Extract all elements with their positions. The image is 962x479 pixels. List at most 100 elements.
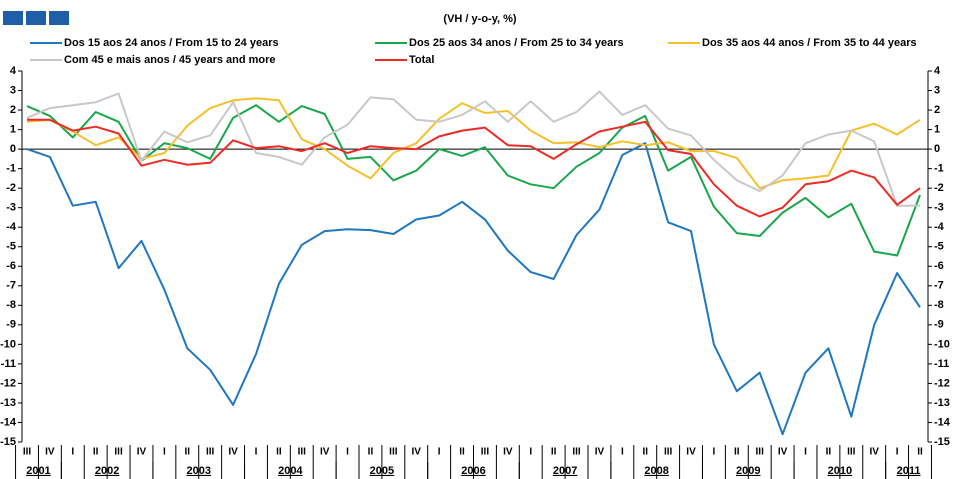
x-tick-label: I bbox=[529, 447, 532, 458]
legend-label: Total bbox=[409, 54, 434, 66]
y-tick-label: -4 bbox=[6, 221, 17, 233]
y-tick-label: -2 bbox=[6, 182, 16, 194]
y-tick-label: -11 bbox=[1, 358, 16, 370]
y-tick-label: -15 bbox=[0, 436, 16, 448]
y2-tick-label: -11 bbox=[934, 358, 949, 370]
y2-tick-label: -2 bbox=[934, 182, 944, 194]
year-label: 2009 bbox=[736, 465, 760, 477]
y-tick-label: -9 bbox=[6, 319, 16, 331]
x-tick-label: III bbox=[23, 447, 32, 458]
y2-tick-label: -7 bbox=[934, 280, 944, 292]
year-label: 2011 bbox=[897, 465, 921, 477]
x-tick-label: IV bbox=[869, 447, 879, 458]
x-tick-label: II bbox=[642, 447, 648, 458]
y-tick-label: 0 bbox=[10, 143, 16, 155]
x-tick-label: III bbox=[572, 447, 581, 458]
y-tick-label: -14 bbox=[0, 416, 17, 428]
y-tick-label: 1 bbox=[10, 123, 16, 135]
y2-tick-label: -9 bbox=[934, 319, 944, 331]
x-tick-label: II bbox=[185, 447, 191, 458]
year-label: 2008 bbox=[644, 465, 668, 477]
y-tick-label: 4 bbox=[10, 65, 17, 77]
y-tick-label: -6 bbox=[6, 260, 16, 272]
x-tick-label: III bbox=[206, 447, 215, 458]
x-tick-label: II bbox=[93, 447, 99, 458]
x-tick-label: II bbox=[917, 447, 923, 458]
y2-tick-label: -3 bbox=[934, 202, 944, 214]
x-tick-label: I bbox=[346, 447, 349, 458]
x-tick-label: IV bbox=[412, 447, 422, 458]
x-tick-label: II bbox=[276, 447, 282, 458]
legend-label: Dos 25 aos 34 anos / From 25 to 34 years bbox=[409, 37, 624, 49]
y2-tick-label: -13 bbox=[934, 397, 950, 409]
y2-tick-label: -1 bbox=[934, 163, 944, 175]
x-tick-label: II bbox=[459, 447, 465, 458]
x-tick-label: I bbox=[71, 447, 74, 458]
x-tick-label: III bbox=[114, 447, 123, 458]
y-tick-label: -1 bbox=[6, 163, 16, 175]
x-tick-label: I bbox=[438, 447, 441, 458]
logo-block bbox=[49, 11, 69, 25]
x-tick-label: III bbox=[664, 447, 673, 458]
x-tick-label: III bbox=[756, 447, 765, 458]
y-tick-label: -8 bbox=[6, 299, 16, 311]
legend-label: Dos 35 aos 44 anos / From 35 to 44 years bbox=[702, 37, 917, 49]
y-tick-label: -5 bbox=[6, 241, 16, 253]
x-tick-label: III bbox=[389, 447, 398, 458]
year-label: 2001 bbox=[26, 465, 50, 477]
y2-tick-label: -15 bbox=[934, 436, 950, 448]
y-tick-label: 3 bbox=[10, 84, 16, 96]
year-label: 2002 bbox=[95, 465, 119, 477]
y2-tick-label: -8 bbox=[934, 299, 944, 311]
chart-subtitle: (VH / y-o-y, %) bbox=[443, 13, 516, 25]
x-tick-label: III bbox=[298, 447, 307, 458]
x-tick-label: III bbox=[847, 447, 856, 458]
y-tick-label: -12 bbox=[0, 377, 16, 389]
x-tick-label: IV bbox=[778, 447, 788, 458]
year-label: 2010 bbox=[828, 465, 852, 477]
y2-tick-label: -6 bbox=[934, 260, 944, 272]
y-tick-label: 2 bbox=[10, 104, 16, 116]
y2-tick-label: -4 bbox=[934, 221, 945, 233]
y2-tick-label: 0 bbox=[934, 143, 940, 155]
y2-tick-label: 1 bbox=[934, 123, 940, 135]
x-tick-label: I bbox=[163, 447, 166, 458]
series-line bbox=[26, 90, 920, 207]
year-label: 2006 bbox=[461, 465, 485, 477]
series-line bbox=[27, 118, 921, 218]
x-tick-label: IV bbox=[320, 447, 330, 458]
x-tick-label: II bbox=[368, 447, 374, 458]
year-label: 2005 bbox=[370, 465, 394, 477]
x-tick-label: I bbox=[255, 447, 258, 458]
y2-tick-label: 4 bbox=[934, 65, 941, 77]
y2-tick-label: -12 bbox=[934, 377, 950, 389]
y-tick-label: -7 bbox=[6, 280, 16, 292]
series-line bbox=[26, 142, 921, 436]
y-tick-label: -3 bbox=[6, 202, 16, 214]
series-line bbox=[26, 97, 921, 190]
y2-tick-label: 3 bbox=[934, 84, 940, 96]
x-tick-label: I bbox=[713, 447, 716, 458]
x-tick-label: I bbox=[896, 447, 899, 458]
logo-block bbox=[26, 11, 46, 25]
legend-label: Dos 15 aos 24 anos / From 15 to 24 years bbox=[64, 37, 279, 49]
x-tick-label: II bbox=[734, 447, 740, 458]
y2-tick-label: -10 bbox=[934, 338, 950, 350]
x-tick-label: I bbox=[804, 447, 807, 458]
x-tick-label: II bbox=[826, 447, 832, 458]
x-tick-label: IV bbox=[503, 447, 513, 458]
series-line bbox=[26, 104, 921, 257]
x-tick-label: II bbox=[551, 447, 557, 458]
x-tick-label: IV bbox=[686, 447, 696, 458]
y-tick-label: -10 bbox=[0, 338, 16, 350]
x-tick-label: IV bbox=[595, 447, 605, 458]
year-label: 2004 bbox=[278, 465, 303, 477]
y2-tick-label: -5 bbox=[934, 241, 944, 253]
y2-tick-label: 2 bbox=[934, 104, 940, 116]
logo-block bbox=[3, 11, 23, 25]
x-tick-label: III bbox=[481, 447, 490, 458]
x-tick-label: IV bbox=[137, 447, 147, 458]
x-tick-label: I bbox=[621, 447, 624, 458]
year-label: 2003 bbox=[186, 465, 210, 477]
